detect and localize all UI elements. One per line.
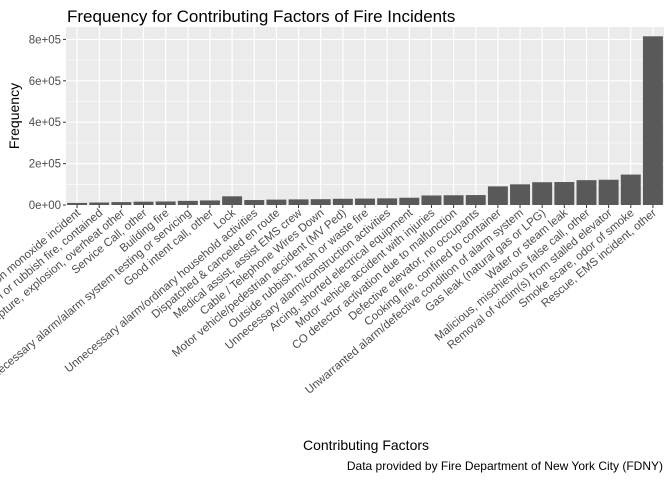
x-axis-title: Contributing Factors	[303, 437, 429, 453]
y-tick-label: 4e+05	[29, 117, 61, 129]
bar	[532, 182, 553, 205]
bar	[89, 202, 110, 205]
bar	[288, 199, 309, 205]
bar	[199, 200, 220, 205]
bar	[487, 186, 508, 205]
y-tick-label: 6e+05	[29, 76, 61, 88]
y-axis-title: Frequency	[6, 83, 22, 149]
bar	[554, 182, 575, 205]
bar	[222, 196, 243, 205]
bar	[177, 200, 198, 205]
bar	[399, 197, 420, 205]
chart-title: Frequency for Contributing Factors of Fi…	[67, 7, 455, 26]
bar	[133, 201, 154, 205]
bar	[576, 180, 597, 205]
y-tick-label: 8e+05	[29, 34, 61, 46]
bar	[620, 174, 641, 205]
y-axis: 0e+00 2e+05 4e+05 6e+05 8e+05	[29, 34, 66, 212]
bar	[67, 202, 88, 205]
bar	[155, 201, 176, 205]
bar	[510, 184, 531, 205]
bar	[598, 179, 619, 205]
bar	[443, 195, 464, 205]
bar	[266, 199, 287, 205]
bar	[244, 200, 265, 205]
bar	[111, 202, 132, 205]
bar	[465, 195, 486, 205]
y-tick-label: 0e+00	[29, 200, 61, 212]
bar	[310, 199, 331, 205]
y-tick-label: 2e+05	[29, 159, 61, 171]
bar	[377, 198, 398, 205]
bar	[642, 36, 663, 206]
bar	[355, 198, 375, 205]
bars	[67, 36, 663, 206]
bar	[421, 195, 442, 205]
caption: Data provided by Fire Department of New …	[347, 459, 663, 473]
bar	[332, 198, 353, 205]
